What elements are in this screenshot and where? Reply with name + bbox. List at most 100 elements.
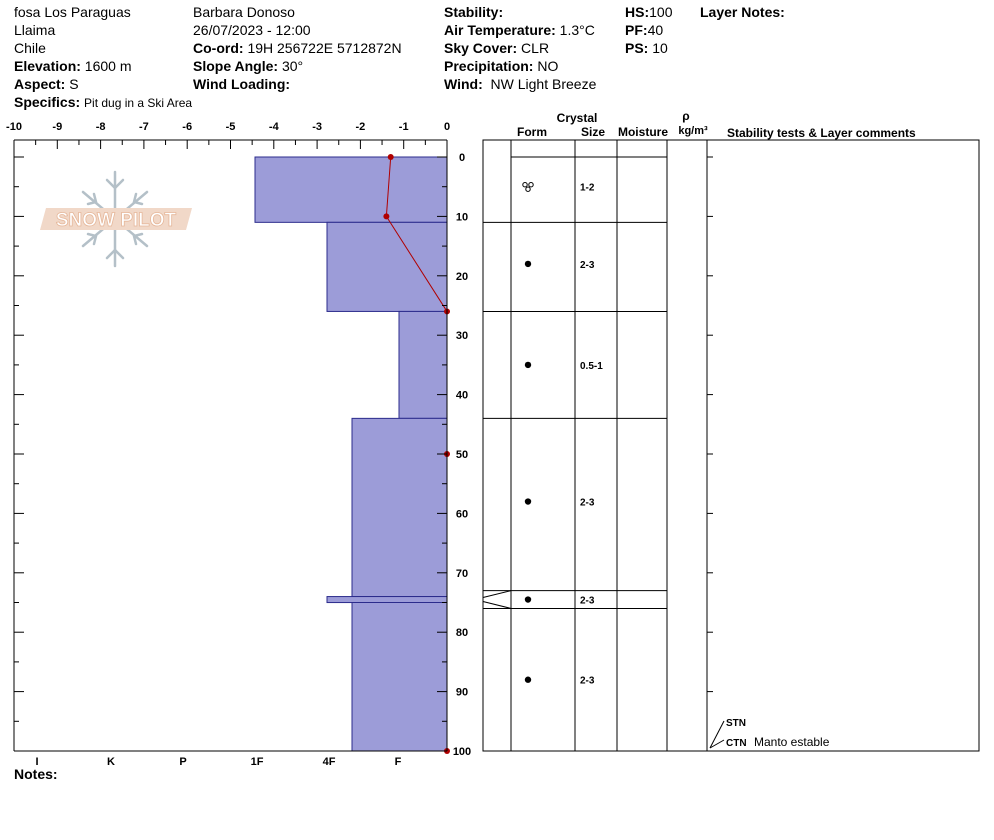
melt-freeze-icon (522, 182, 534, 192)
hardness-bar-5 (351, 602, 448, 752)
layer-size-label: 2-3 (580, 260, 595, 271)
depth-tick-label: 80 (456, 627, 468, 639)
size-header: Size (581, 125, 605, 139)
layer-size-label: 2-3 (580, 596, 595, 607)
coord-label: Co-ord: (193, 40, 244, 56)
precip-label: Precipitation: (444, 58, 534, 74)
moisture-header: Moisture (618, 125, 668, 139)
pf-value: 40 (647, 22, 664, 38)
layer-size-label: 1-2 (580, 183, 595, 194)
wind-row: Wind: NW Light Breeze (444, 76, 596, 93)
elevation-row: Elevation: 1600 m (14, 58, 132, 75)
pf-row: PF:40 (625, 22, 663, 39)
sky-row: Sky Cover: CLR (444, 40, 549, 57)
hardness-bar-2 (398, 310, 448, 419)
observer-name: Barbara Donoso (193, 4, 295, 20)
hardness-bar-3 (351, 417, 448, 598)
precip-value: NO (537, 58, 559, 74)
specifics-row: Specifics: Pit dug in a Ski Area (14, 94, 192, 112)
country-name: Chile (14, 40, 46, 56)
temperature-point-1 (383, 213, 390, 220)
test-arrow (709, 739, 725, 749)
temperature-tick-label: -4 (269, 121, 280, 133)
slope-value: 30° (281, 58, 304, 74)
slope-label: Slope Angle: (193, 58, 279, 74)
depth-tick-label: 30 (456, 330, 468, 342)
wind-value: NW Light Breeze (490, 76, 597, 92)
stability-label: Stability: (444, 4, 504, 20)
depth-tick-label: 100 (453, 746, 471, 758)
temperature-tick-label: -7 (139, 121, 149, 133)
temperature-tick-label: -2 (356, 121, 366, 133)
temperature-tick-label: -1 (399, 121, 409, 133)
temperature-tick-label: -6 (182, 121, 192, 133)
wind-loading-label: Wind Loading: (193, 76, 291, 92)
wind-label: Wind: (444, 76, 483, 92)
aspect-label: Aspect: (14, 76, 66, 92)
ps-label: PS: (625, 40, 649, 56)
pf-label: PF: (625, 22, 648, 38)
hs-label: HS: (625, 4, 650, 20)
layer-connector (482, 590, 512, 599)
range-name: Llaima (14, 22, 56, 38)
layer-notes-label: Layer Notes: (700, 4, 785, 20)
notes-label: Notes: (14, 766, 58, 782)
form-header: Form (517, 125, 547, 139)
hs-value: 100 (649, 4, 673, 20)
tests-header: Stability tests & Layer comments (727, 126, 916, 140)
layer-size-label: 2-3 (580, 676, 595, 687)
depth-tick-label: 40 (456, 390, 468, 402)
specifics-label: Specifics: (14, 94, 81, 110)
rounded-grain-icon (524, 498, 532, 505)
depth-tick-label: 0 (459, 152, 465, 164)
aspect-row: Aspect: S (14, 76, 79, 93)
hardness-tick-label: 1F (251, 756, 264, 768)
hardness-tick-label: K (107, 756, 115, 768)
hardness-bar-0 (254, 156, 448, 223)
hardness-bar-1 (326, 221, 448, 312)
location-name: fosa Los Paraguas (14, 4, 131, 20)
layer-size-label: 0.5-1 (580, 361, 603, 372)
melt-freeze-icon-part (522, 182, 528, 188)
layer-connector (482, 601, 512, 609)
temperature-tick-label: -9 (52, 121, 62, 133)
slope-row: Slope Angle: 30° (193, 58, 303, 75)
temperature-tick-label: -8 (96, 121, 106, 133)
depth-tick-label: 90 (456, 687, 468, 699)
temperature-tick-label: -3 (312, 121, 322, 133)
layer-table-frame (482, 139, 980, 752)
hardness-tick-label: P (179, 756, 186, 768)
air-temp-value: 1.3°C (559, 22, 595, 38)
temperature-tick-label: -5 (226, 121, 236, 133)
density-unit-header: kg/m³ (678, 125, 708, 137)
depth-tick-label: 60 (456, 508, 468, 520)
density-rho-header: ρ (682, 109, 689, 123)
depth-tick-label: 70 (456, 568, 468, 580)
rounded-grain-icon (524, 596, 532, 603)
wind-loading-row: Wind Loading: (193, 76, 290, 93)
ps-value: 10 (652, 40, 668, 56)
melt-freeze-icon-part (525, 186, 531, 192)
test-label: CTN (726, 738, 747, 749)
rounded-grain-icon (524, 260, 532, 268)
hardness-tick-label: F (395, 756, 402, 768)
elevation-label: Elevation: (14, 58, 81, 74)
test-comment: Manto estable (754, 735, 830, 749)
depth-tick-label: 10 (456, 211, 468, 223)
observation-datetime: 26/07/2023 - 12:00 (193, 22, 311, 38)
specifics-value: Pit dug in a Ski Area (84, 96, 193, 110)
temperature-tick-label: 0 (444, 121, 450, 133)
test-arrows (709, 720, 725, 749)
rounded-grain-icon (524, 361, 532, 369)
coord-value: 19H 256722E 5712872N (247, 40, 402, 56)
hardness-tick-label: I (35, 756, 38, 768)
temperature-point-0 (387, 154, 394, 160)
stability-row: Stability: (444, 4, 503, 21)
air-temp-row: Air Temperature: 1.3°C (444, 22, 595, 39)
depth-tick-label: 50 (456, 449, 468, 461)
depth-tick-label: 20 (456, 271, 468, 283)
coord-row: Co-ord: 19H 256722E 5712872N (193, 40, 402, 57)
sky-value: CLR (521, 40, 550, 56)
test-label: STN (726, 718, 746, 729)
